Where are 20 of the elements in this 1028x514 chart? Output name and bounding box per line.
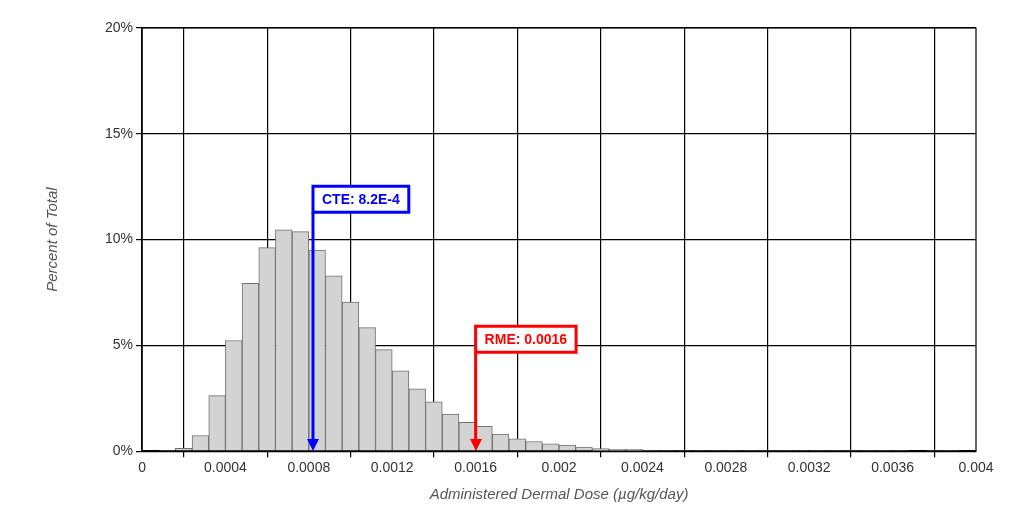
x-axis-title: Administered Dermal Dose (µg/kg/day) <box>428 485 689 503</box>
y-axis-title: Percent of Total <box>43 186 61 292</box>
y-tick-label: 15% <box>104 124 134 141</box>
x-tick-label: 0.0024 <box>620 459 665 476</box>
x-tick-label: 0.0032 <box>787 459 831 476</box>
x-tick-label: 0.004 <box>958 459 994 476</box>
x-tick-label: 0.002 <box>541 459 577 476</box>
x-tick-label: 0.0016 <box>454 459 498 476</box>
x-tick-label: 0.0028 <box>704 459 748 476</box>
y-tick-label: 5% <box>112 336 134 353</box>
x-tick-label: 0.0036 <box>871 459 915 476</box>
x-tick-label: 0.0004 <box>204 459 248 476</box>
y-tick-label: 0% <box>112 442 134 459</box>
annotation: CTE: 8.2E-4 <box>321 191 400 208</box>
x-tick-label: 0 <box>138 459 147 476</box>
annotation: RME: 0.0016 <box>484 331 568 348</box>
y-tick-label: 10% <box>104 230 134 247</box>
x-tick-label: 0.0012 <box>370 459 414 476</box>
x-tick-label: 0.0008 <box>287 459 331 476</box>
y-tick-label: 20% <box>104 18 134 35</box>
